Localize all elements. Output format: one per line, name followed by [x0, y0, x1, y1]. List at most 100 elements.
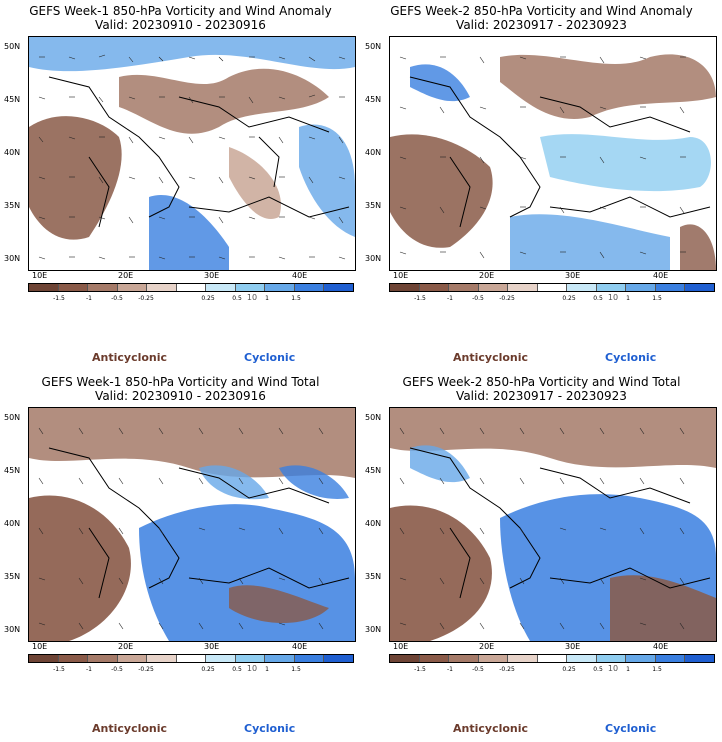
colorbar-tick: -1: [447, 666, 453, 673]
lon-label: 40E: [292, 642, 308, 651]
colorbar: [28, 283, 354, 292]
lat-label: 45N: [365, 466, 382, 475]
lon-label: 10E: [32, 642, 48, 651]
lon-label: 30E: [565, 642, 581, 651]
colorbar-tick: -0.25: [138, 295, 154, 302]
lat-label: 40N: [4, 519, 21, 528]
lat-label: 50N: [365, 413, 382, 422]
colorbar-tick: -1.5: [53, 295, 65, 302]
colorbar-tick: -0.25: [138, 666, 154, 673]
panel-week1-anomaly: GEFS Week-1 850-hPa Vorticity and Wind A…: [0, 0, 361, 371]
colorbar: [389, 283, 715, 292]
vorticity-map: [389, 407, 717, 642]
colorbar-annotation: 10: [607, 664, 619, 673]
vorticity-map: [28, 36, 356, 271]
colorbar-tick: 0.5: [593, 295, 603, 302]
lon-label: 10E: [393, 642, 409, 651]
lat-label: 35N: [365, 201, 382, 210]
colorbar-tick: 0.5: [232, 666, 242, 673]
legend-anticyclonic: Anticyclonic: [92, 722, 168, 735]
colorbar-tick: 0.5: [232, 295, 242, 302]
colorbar-tick: -0.25: [499, 666, 515, 673]
colorbar: [389, 654, 715, 663]
lon-label: 40E: [653, 271, 669, 280]
colorbar-tick: 0.25: [562, 295, 576, 302]
colorbar-tick: -1.5: [414, 666, 426, 673]
panel-week2-total: GEFS Week-2 850-hPa Vorticity and Wind T…: [361, 371, 722, 742]
colorbar-tick: 0.25: [201, 295, 215, 302]
lon-label: 20E: [479, 642, 495, 651]
lat-label: 45N: [4, 95, 21, 104]
colorbar-tick: -0.5: [111, 295, 123, 302]
lat-label: 50N: [365, 42, 382, 51]
lat-label: 40N: [365, 519, 382, 528]
lon-label: 10E: [32, 271, 48, 280]
lon-label: 20E: [118, 642, 134, 651]
legend-cyclonic: Cyclonic: [244, 722, 296, 735]
colorbar-tick: -1.5: [53, 666, 65, 673]
lat-label: 30N: [4, 254, 21, 263]
colorbar-tick: -0.5: [472, 666, 484, 673]
legend-cyclonic: Cyclonic: [605, 722, 657, 735]
colorbar-tick: 1: [265, 666, 269, 673]
colorbar-annotation: 10: [246, 664, 258, 673]
lat-label: 50N: [4, 413, 21, 422]
legend-anticyclonic: Anticyclonic: [453, 722, 529, 735]
panel-title: GEFS Week-1 850-hPa Vorticity and Wind A…: [29, 4, 332, 18]
lat-label: 35N: [4, 201, 21, 210]
legend-anticyclonic: Anticyclonic: [453, 351, 529, 364]
panel-valid-dates: Valid: 20230910 - 20230916: [95, 389, 266, 403]
lon-label: 30E: [204, 642, 220, 651]
lon-label: 40E: [292, 271, 308, 280]
panel-title: GEFS Week-2 850-hPa Vorticity and Wind A…: [390, 4, 693, 18]
lat-label: 35N: [4, 572, 21, 581]
colorbar: [28, 654, 354, 663]
legend-cyclonic: Cyclonic: [605, 351, 657, 364]
lat-label: 45N: [365, 95, 382, 104]
lon-label: 10E: [393, 271, 409, 280]
lat-label: 30N: [4, 625, 21, 634]
colorbar-tick: -1: [86, 666, 92, 673]
colorbar-annotation: 10: [246, 293, 258, 302]
colorbar-tick: -0.25: [499, 295, 515, 302]
colorbar-tick: 1: [265, 295, 269, 302]
panel-title: GEFS Week-2 850-hPa Vorticity and Wind T…: [402, 375, 681, 389]
lat-label: 30N: [365, 625, 382, 634]
panel-title: GEFS Week-1 850-hPa Vorticity and Wind T…: [41, 375, 320, 389]
lon-label: 20E: [479, 271, 495, 280]
vorticity-map: [389, 36, 717, 271]
panel-week2-anomaly: GEFS Week-2 850-hPa Vorticity and Wind A…: [361, 0, 722, 371]
colorbar-tick: -0.5: [111, 666, 123, 673]
colorbar-tick: 1.5: [291, 295, 301, 302]
lat-label: 40N: [4, 148, 21, 157]
lon-label: 30E: [565, 271, 581, 280]
colorbar-tick: -1: [447, 295, 453, 302]
colorbar-tick: 1: [626, 295, 630, 302]
lat-label: 45N: [4, 466, 21, 475]
colorbar-tick: 0.25: [201, 666, 215, 673]
panel-valid-dates: Valid: 20230910 - 20230916: [95, 18, 266, 32]
lat-label: 35N: [365, 572, 382, 581]
vorticity-map: [28, 407, 356, 642]
colorbar-annotation: 10: [607, 293, 619, 302]
colorbar-tick: -1.5: [414, 295, 426, 302]
lon-label: 30E: [204, 271, 220, 280]
colorbar-tick: 1.5: [291, 666, 301, 673]
legend-anticyclonic: Anticyclonic: [92, 351, 168, 364]
panel-week1-total: GEFS Week-1 850-hPa Vorticity and Wind T…: [0, 371, 361, 742]
lon-label: 40E: [653, 642, 669, 651]
panel-valid-dates: Valid: 20230917 - 20230923: [456, 18, 627, 32]
colorbar-tick: 0.5: [593, 666, 603, 673]
colorbar-tick: 1.5: [652, 295, 662, 302]
colorbar-tick: -0.5: [472, 295, 484, 302]
colorbar-tick: 1: [626, 666, 630, 673]
lat-label: 50N: [4, 42, 21, 51]
panel-valid-dates: Valid: 20230917 - 20230923: [456, 389, 627, 403]
lon-label: 20E: [118, 271, 134, 280]
lat-label: 40N: [365, 148, 382, 157]
colorbar-tick: -1: [86, 295, 92, 302]
colorbar-tick: 0.25: [562, 666, 576, 673]
lat-label: 30N: [365, 254, 382, 263]
colorbar-tick: 1.5: [652, 666, 662, 673]
legend-cyclonic: Cyclonic: [244, 351, 296, 364]
